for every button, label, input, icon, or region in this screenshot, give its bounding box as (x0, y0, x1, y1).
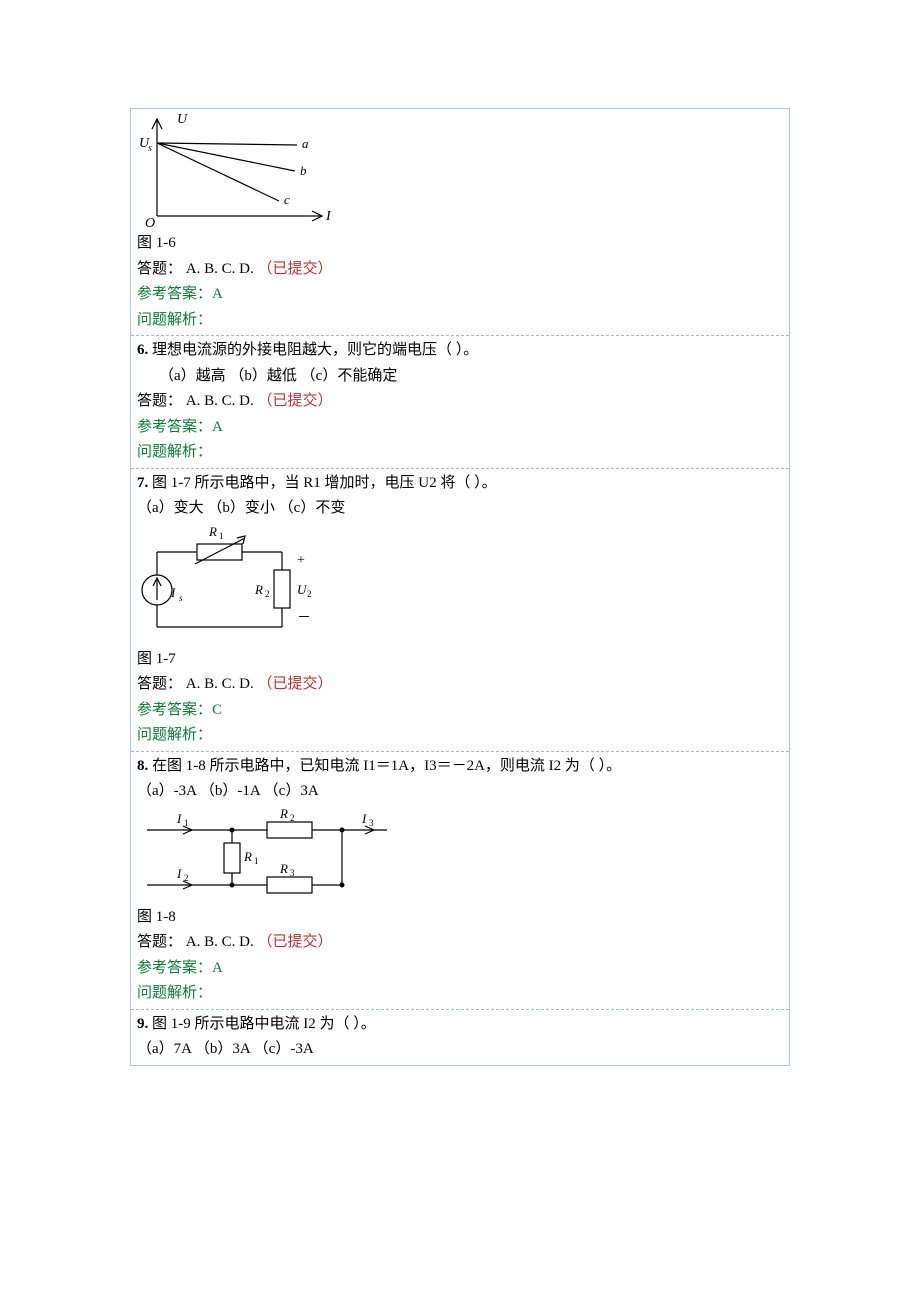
question-8-block: 8. 在图 1-8 所示电路中，已知电流 I1＝1A，I3＝－2A，则电流 I2… (131, 751, 789, 1009)
svg-text:1: 1 (184, 818, 189, 828)
fig-1-6-y-axis-label: U (177, 112, 188, 127)
q7-analysis-label: 问题解析： (137, 723, 785, 749)
q5-analysis-label: 问题解析： (137, 308, 785, 334)
ref-answer-label: 参考答案： (137, 286, 212, 302)
fig-1-6-line-c-label: c (284, 192, 290, 207)
ref-answer-value: A (212, 960, 223, 976)
answer-choices: A. B. C. D. (182, 676, 257, 692)
svg-text:R: R (279, 806, 288, 821)
q7-answer-line: 答题： A. B. C. D. （已提交） (137, 672, 785, 698)
svg-text:2: 2 (265, 589, 270, 599)
q7-reference-answer: 参考答案：C (137, 698, 785, 724)
q8-reference-answer: 参考答案：A (137, 956, 785, 982)
ref-answer-value: C (212, 702, 222, 718)
figure-1-8-svg: I 1 I 2 I 3 R 1 R 2 R 3 (137, 805, 397, 905)
q8-answer-line: 答题： A. B. C. D. （已提交） (137, 930, 785, 956)
answer-prefix: 答题： (137, 393, 182, 409)
svg-text:3: 3 (290, 868, 295, 878)
ref-answer-value: A (212, 286, 223, 302)
q9-options: （a）7A （b）3A （c）-3A (137, 1037, 785, 1063)
ref-answer-value: A (212, 419, 223, 435)
svg-text:I: I (361, 811, 367, 826)
ref-answer-label: 参考答案： (137, 702, 212, 718)
q8-number: 8. (137, 758, 148, 774)
q7-options: （a）变大 （b）变小 （c）不变 (137, 496, 785, 522)
q6-stem: 6. 理想电流源的外接电阻越大，则它的端电压（ ）。 (137, 338, 785, 364)
svg-text:2: 2 (290, 813, 295, 823)
q5-reference-answer: 参考答案：A (137, 282, 785, 308)
svg-text:－: － (297, 611, 311, 626)
question-6-block: 6. 理想电流源的外接电阻越大，则它的端电压（ ）。 （a）越高 （b）越低 （… (131, 335, 789, 468)
ref-answer-label: 参考答案： (137, 960, 212, 976)
question-9-block: 9. 图 1-9 所示电路中电流 I2 为（ ）。 （a）7A （b）3A （c… (131, 1009, 789, 1065)
svg-text:+: + (297, 553, 305, 568)
submitted-label: （已提交） (257, 676, 332, 692)
q8-options: （a）-3A （b）-1A （c）3A (137, 779, 785, 805)
q6-text: 理想电流源的外接电阻越大，则它的端电压（ ）。 (148, 342, 478, 358)
answer-prefix: 答题： (137, 934, 182, 950)
svg-text:R: R (208, 524, 217, 539)
figure-1-6-svg: U U s a b c O I (137, 111, 337, 231)
svg-text:R: R (279, 861, 288, 876)
fig-1-6-intercept-sub: s (148, 143, 152, 154)
q7-text: 图 1-7 所示电路中，当 R1 增加时，电压 U2 将（ ）。 (148, 475, 496, 491)
q6-answer-line: 答题： A. B. C. D. （已提交） (137, 389, 785, 415)
figure-1-6-block: U U s a b c O I 图 1-6 答题： A. B. C. D. （已… (131, 109, 789, 335)
svg-text:1: 1 (219, 531, 224, 541)
svg-text:2: 2 (307, 589, 312, 599)
ref-answer-label: 参考答案： (137, 419, 212, 435)
figure-1-8-caption: 图 1-8 (137, 905, 785, 931)
svg-text:R: R (243, 849, 252, 864)
fig-1-6-origin-label: O (145, 216, 155, 231)
figure-1-7-svg: R 1 I s R 2 + U 2 － (137, 522, 337, 647)
figure-1-7-caption: 图 1-7 (137, 647, 785, 673)
question-7-block: 7. 图 1-7 所示电路中，当 R1 增加时，电压 U2 将（ ）。 （a）变… (131, 468, 789, 751)
svg-text:I: I (170, 585, 176, 600)
q6-number: 6. (137, 342, 148, 358)
q9-number: 9. (137, 1016, 148, 1032)
figure-1-6-caption: 图 1-6 (137, 231, 785, 257)
answer-choices: A. B. C. D. (182, 261, 257, 277)
content-container: U U s a b c O I 图 1-6 答题： A. B. C. D. （已… (130, 108, 790, 1066)
svg-text:1: 1 (254, 856, 259, 866)
fig-1-6-line-b-label: b (300, 163, 307, 178)
q8-analysis-label: 问题解析： (137, 981, 785, 1007)
answer-prefix: 答题： (137, 676, 182, 692)
svg-text:3: 3 (369, 818, 374, 828)
submitted-label: （已提交） (257, 261, 332, 277)
q9-stem: 9. 图 1-9 所示电路中电流 I2 为（ ）。 (137, 1012, 785, 1038)
q8-stem: 8. 在图 1-8 所示电路中，已知电流 I1＝1A，I3＝－2A，则电流 I2… (137, 754, 785, 780)
answer-choices: A. B. C. D. (182, 934, 257, 950)
q6-options: （a）越高 （b）越低 （c）不能确定 (137, 364, 785, 390)
svg-text:2: 2 (184, 873, 189, 883)
q6-analysis-label: 问题解析： (137, 440, 785, 466)
q6-reference-answer: 参考答案：A (137, 415, 785, 441)
svg-text:I: I (176, 811, 182, 826)
svg-text:I: I (176, 866, 182, 881)
svg-text:R: R (254, 582, 263, 597)
answer-choices: A. B. C. D. (182, 393, 257, 409)
q7-stem: 7. 图 1-7 所示电路中，当 R1 增加时，电压 U2 将（ ）。 (137, 471, 785, 497)
fig-1-6-line-a-label: a (302, 136, 309, 151)
fig-1-6-x-axis-label: I (325, 209, 332, 224)
q9-text: 图 1-9 所示电路中电流 I2 为（ ）。 (148, 1016, 376, 1032)
q8-text: 在图 1-8 所示电路中，已知电流 I1＝1A，I3＝－2A，则电流 I2 为（… (148, 758, 621, 774)
answer-prefix: 答题： (137, 261, 182, 277)
q7-number: 7. (137, 475, 148, 491)
submitted-label: （已提交） (257, 934, 332, 950)
page: U U s a b c O I 图 1-6 答题： A. B. C. D. （已… (0, 0, 920, 1066)
svg-text:s: s (179, 593, 183, 603)
submitted-label: （已提交） (257, 393, 332, 409)
q5-answer-line: 答题： A. B. C. D. （已提交） (137, 257, 785, 283)
